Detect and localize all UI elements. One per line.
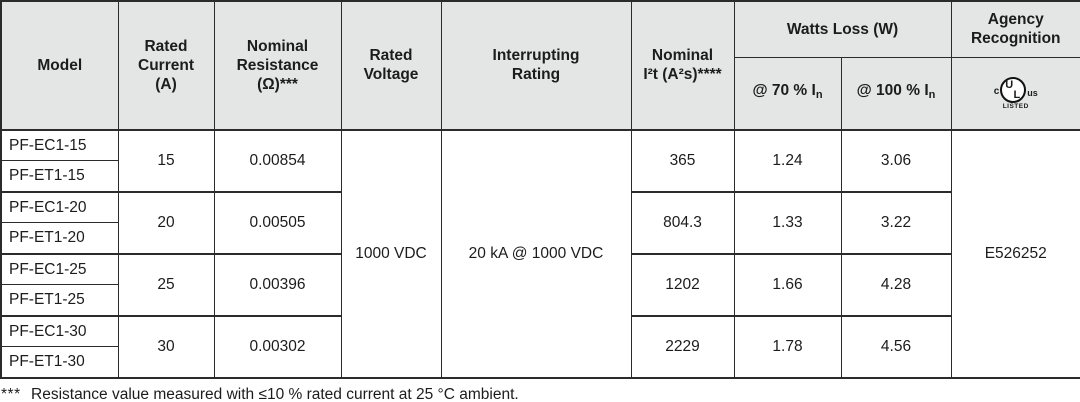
table-row: PF-EC1-25 25 0.00396 1202 1.66 4.28 xyxy=(0,252,1080,316)
nominal-resistance-cell: 0.00396 xyxy=(213,252,342,316)
rated-current-cell: 25 xyxy=(117,252,215,316)
nominal-i2t-cell: 2229 xyxy=(630,314,735,378)
rated-voltage-cell: 1000 VDC xyxy=(340,128,442,378)
footnote-text: Resistance value measured with ≤10 % rat… xyxy=(31,385,519,402)
table-row: PF-ET1-25 xyxy=(0,284,1080,316)
watts-70-cell: 1.24 xyxy=(733,128,842,192)
col-header-nominal-i2t: Nominal I²t (A²s)**** xyxy=(630,0,735,130)
table-body: PF-EC1-15 15 0.00854 1000 VDC 20 kA @ 10… xyxy=(0,128,1080,378)
fuse-spec-table: Model Rated Current (A) Nominal Resistan… xyxy=(0,0,1080,379)
model-cell: PF-EC1-15 xyxy=(0,128,119,161)
watts-100-label: @ 100 % I xyxy=(856,82,929,99)
watts-70-cell: 1.78 xyxy=(733,314,842,378)
footnote-resistance: *** Resistance value measured with ≤10 %… xyxy=(1,385,1080,402)
model-cell: PF-ET1-20 xyxy=(0,222,119,254)
col-header-rated-voltage: Rated Voltage xyxy=(340,0,442,130)
model-cell: PF-EC1-30 xyxy=(0,314,119,347)
rated-current-cell: 30 xyxy=(117,314,215,378)
watts-100-cell: 4.56 xyxy=(840,314,952,378)
ul-letter-l: L xyxy=(1013,88,1021,101)
model-cell: PF-ET1-30 xyxy=(0,346,119,378)
watts-70-cell: 1.33 xyxy=(733,190,842,254)
watts-100-cell: 3.06 xyxy=(840,128,952,192)
table-row: PF-EC1-20 20 0.00505 804.3 1.33 3.22 xyxy=(0,190,1080,254)
nominal-resistance-cell: 0.00854 xyxy=(213,128,342,192)
table-row: PF-EC1-15 15 0.00854 1000 VDC 20 kA @ 10… xyxy=(0,128,1080,378)
rated-current-cell: 15 xyxy=(117,128,215,192)
table-row: PF-EC1-30 30 0.00302 2229 1.78 4.56 xyxy=(0,314,1080,378)
watts-70-cell: 1.66 xyxy=(733,252,842,316)
nominal-i2t-cell: 365 xyxy=(630,128,735,192)
ul-listed-caption: LISTED xyxy=(1002,102,1029,110)
nominal-resistance-cell: 0.00302 xyxy=(213,314,342,378)
agency-recognition-cell: E526252 xyxy=(950,128,1080,378)
ul-letter-u: U xyxy=(1005,78,1014,91)
model-cell: PF-EC1-25 xyxy=(0,252,119,285)
nominal-i2t-cell: 1202 xyxy=(630,252,735,316)
footnote-marker: *** xyxy=(1,385,21,402)
cul-us-listed-mark-icon: c U L us LISTED xyxy=(952,76,1080,110)
col-header-rated-current: Rated Current (A) xyxy=(117,0,215,130)
col-header-nominal-resistance: Nominal Resistance (Ω)*** xyxy=(213,0,342,130)
table-row: PF-ET1-30 xyxy=(0,346,1080,378)
col-header-model: Model xyxy=(0,0,119,130)
watts-70-subscript: n xyxy=(815,89,823,101)
ul-mark-us-label: us xyxy=(1027,87,1038,98)
nominal-resistance-cell: 0.00505 xyxy=(213,190,342,254)
col-header-ul-mark-cell: c U L us LISTED xyxy=(950,56,1080,130)
col-header-watts-100: @ 100 % In xyxy=(840,56,952,130)
col-header-watts-70: @ 70 % In xyxy=(733,56,842,130)
model-cell: PF-ET1-25 xyxy=(0,284,119,316)
ul-mark-row: c U L us xyxy=(993,76,1038,103)
col-header-interrupting-rating: Interrupting Rating xyxy=(440,0,632,130)
model-cell: PF-EC1-20 xyxy=(0,190,119,223)
nominal-i2t-cell: 804.3 xyxy=(630,190,735,254)
ul-circle-icon: U L xyxy=(1000,76,1027,103)
watts-70-label: @ 70 % I xyxy=(752,82,816,99)
interrupting-rating-cell: 20 kA @ 1000 VDC xyxy=(440,128,632,378)
model-cell: PF-ET1-15 xyxy=(0,160,119,192)
rated-current-cell: 20 xyxy=(117,190,215,254)
col-header-watts-loss: Watts Loss (W) xyxy=(733,0,952,58)
watts-100-subscript: n xyxy=(928,89,936,101)
footnotes: *** Resistance value measured with ≤10 %… xyxy=(1,385,1080,402)
watts-100-cell: 3.22 xyxy=(840,190,952,254)
table-row: PF-ET1-20 xyxy=(0,222,1080,254)
table-header: Model Rated Current (A) Nominal Resistan… xyxy=(0,0,1080,130)
table-row: PF-ET1-15 xyxy=(0,160,1080,192)
watts-100-cell: 4.28 xyxy=(840,252,952,316)
col-header-agency-recognition: Agency Recognition xyxy=(950,0,1080,58)
ul-mark-c-label: c xyxy=(993,86,1000,97)
